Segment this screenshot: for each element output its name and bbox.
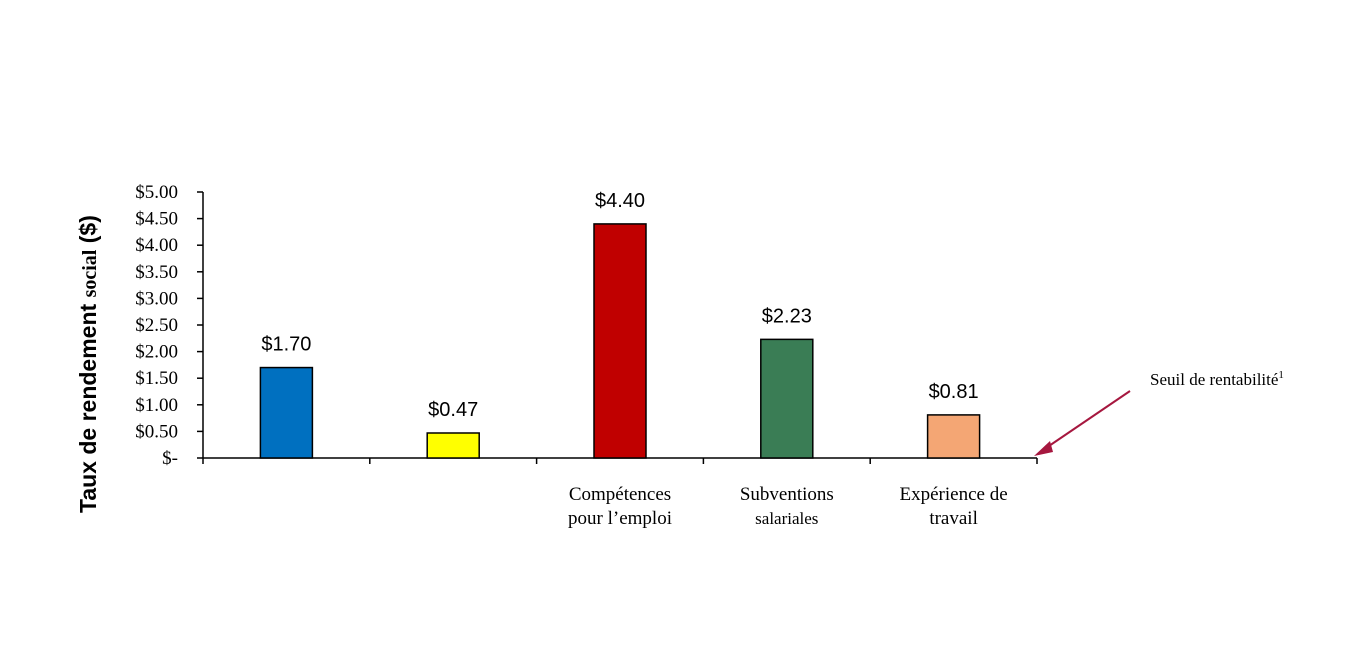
bar: [259, 366, 314, 459]
annotation-text: Seuil de rentabilité1: [1150, 369, 1284, 389]
y-tick-label: $4.00: [135, 235, 178, 256]
y-tick-label: $3.00: [135, 288, 178, 309]
y-axis-title: Taux de rendement social ($): [75, 215, 101, 513]
bar: [926, 414, 981, 459]
data-labels: $1.70 $0.47 $4.40 $2.23 $0.81: [261, 190, 978, 421]
bar: [593, 223, 647, 459]
category-label-line: Subventions: [740, 484, 834, 505]
bar: [760, 338, 814, 459]
y-tick-label: $3.50: [135, 262, 178, 283]
y-tick-label: $5.00: [135, 182, 178, 203]
category-label-line: salariales: [755, 509, 818, 528]
category-label-line: Compétences: [569, 484, 671, 505]
category-label-line: travail: [929, 508, 978, 529]
x-axis: [202, 457, 1038, 464]
bar-value-label: $4.40: [595, 190, 645, 212]
y-tick-label: $-: [162, 448, 178, 469]
y-axis: $- $0.50 $1.00 $1.50 $2.00 $2.50 $3.00 $3.50 $4.…: [135, 182, 204, 469]
bar: [426, 432, 480, 459]
y-tick-label: $1.50: [135, 368, 178, 389]
y-tick-label: $4.50: [135, 209, 178, 230]
bar-value-label: $2.23: [762, 305, 812, 327]
y-axis-title-small: social: [79, 249, 101, 297]
bars: [259, 223, 981, 459]
category-label-line: pour l’emploi: [568, 508, 672, 529]
y-tick-label: $2.00: [135, 342, 178, 363]
annotation-arrow-line: [1045, 390, 1131, 449]
y-tick-label: $0.50: [135, 421, 178, 442]
annotation-arrow-head: [1034, 441, 1053, 456]
category-label-line: Expérience de: [900, 484, 1008, 505]
bar-value-label: $0.47: [428, 399, 478, 421]
annotation-superscript: 1: [1278, 369, 1284, 381]
annotation-label: Seuil de rentabilité: [1150, 370, 1278, 389]
y-tick-label: $1.00: [135, 395, 178, 416]
bar-value-label: $0.81: [929, 381, 979, 403]
y-axis-title-end: ($): [75, 215, 101, 250]
y-tick-label: $2.50: [135, 315, 178, 336]
break-even-annotation: Seuil de rentabilité1: [1034, 369, 1284, 456]
y-axis-title-main: Taux de rendement: [75, 297, 101, 513]
bar-value-label: $1.70: [261, 334, 311, 356]
category-labels: Compétences pour l’emploi Subventions salar…: [568, 484, 1008, 529]
